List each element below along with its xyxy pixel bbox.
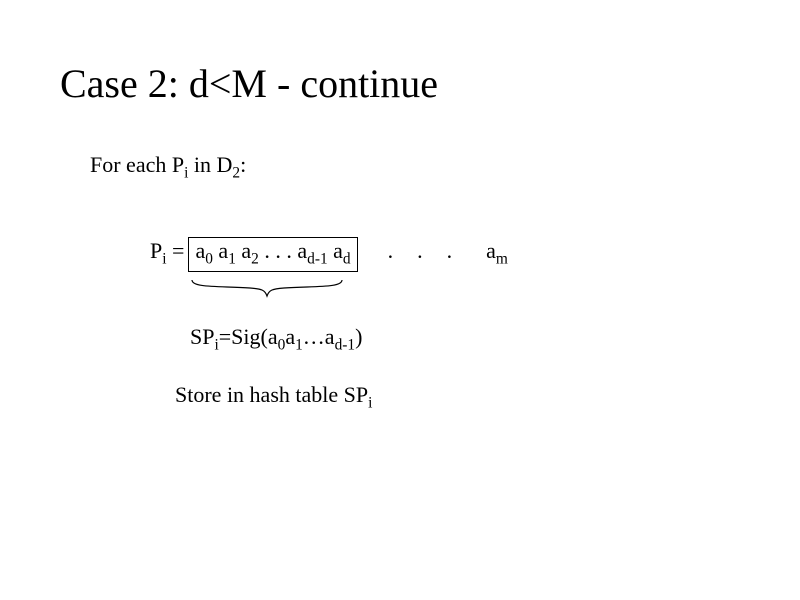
brace-row [194, 282, 740, 302]
subscript: 2 [251, 251, 259, 268]
text: a [195, 238, 205, 263]
text: a [328, 238, 343, 263]
subscript: 1 [295, 336, 303, 353]
text: SP [190, 324, 214, 349]
subscript: 2 [232, 164, 240, 181]
underbrace-icon [190, 278, 350, 300]
text: . . . a [259, 238, 307, 263]
slide-title: Case 2: d<M - continue [60, 60, 740, 107]
text: For each P [90, 152, 184, 177]
sp-definition: SPi=Sig(a0a1…ad-1) [190, 324, 740, 354]
text: ) [355, 324, 362, 349]
text: in D [188, 152, 232, 177]
ellipsis-dots: ... [388, 238, 477, 264]
text: : [240, 152, 246, 177]
text: P [150, 238, 162, 263]
for-each-line: For each Pi in D2: [90, 152, 740, 182]
subscript: 0 [205, 251, 213, 268]
subscript: d-1 [307, 251, 328, 268]
text: Store in hash table SP [175, 382, 368, 407]
subscript: m [496, 251, 508, 268]
subscript: 1 [228, 251, 236, 268]
am-term: am [486, 238, 508, 268]
text: a [236, 238, 251, 263]
sequence-box: a0 a1 a2 . . . ad-1 ad [188, 237, 357, 271]
text: a [213, 238, 228, 263]
subscript: i [368, 395, 372, 412]
text: a [486, 238, 496, 263]
text: = [167, 238, 185, 263]
text: a [285, 324, 295, 349]
text: =Sig(a [219, 324, 278, 349]
sequence-row: Pi = a0 a1 a2 . . . ad-1 ad ... am [150, 237, 740, 271]
pi-label: Pi = [150, 238, 184, 268]
text: …a [303, 324, 335, 349]
subscript: d [343, 251, 351, 268]
store-line: Store in hash table SPi [175, 382, 740, 412]
subscript: d-1 [335, 336, 356, 353]
